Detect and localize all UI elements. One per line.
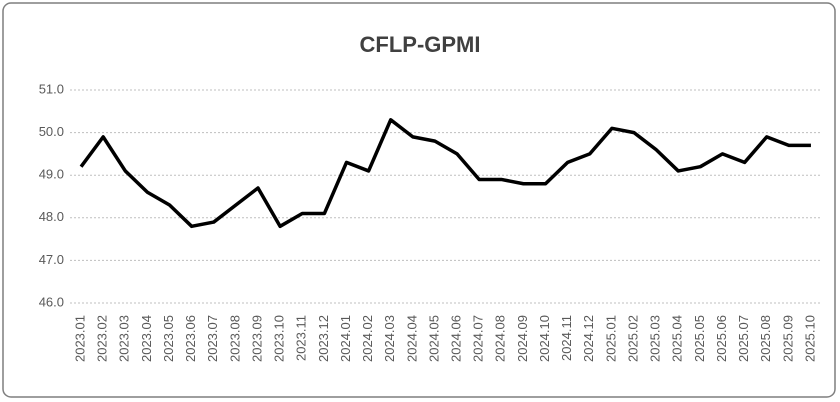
- x-tick-label: 2023.05: [161, 315, 176, 362]
- x-tick-label: 2023.09: [249, 315, 264, 362]
- x-tick-label: 2025.10: [802, 315, 817, 362]
- x-tick-label: 2024.02: [360, 315, 375, 362]
- x-tick-label: 2023.10: [272, 315, 287, 362]
- x-tick-label: 2025.02: [625, 315, 640, 362]
- y-tick-label: 47.0: [39, 252, 64, 267]
- y-tick-label: 49.0: [39, 167, 64, 182]
- x-tick-label: 2024.05: [426, 315, 441, 362]
- chart-border: [2, 2, 836, 398]
- x-tick-label: 2025.08: [758, 315, 773, 362]
- x-tick-label: 2023.12: [316, 315, 331, 362]
- x-tick-label: 2023.06: [183, 315, 198, 362]
- x-tick-label: 2024.06: [448, 315, 463, 362]
- x-tick-label: 2025.01: [603, 315, 618, 362]
- x-tick-label: 2024.03: [382, 315, 397, 362]
- x-tick-label: 2025.05: [692, 315, 707, 362]
- y-tick-label: 50.0: [39, 124, 64, 139]
- y-tick-label: 48.0: [39, 209, 64, 224]
- x-tick-label: 2023.01: [72, 315, 87, 362]
- x-tick-label: 2023.11: [294, 315, 309, 361]
- x-tick-label: 2024.01: [338, 315, 353, 362]
- y-tick-label: 46.0: [39, 294, 64, 309]
- x-tick-label: 2023.08: [227, 315, 242, 362]
- data-line: [79, 118, 811, 229]
- y-tick-label: 51.0: [39, 81, 64, 96]
- x-tick-label: 2025.06: [714, 315, 729, 362]
- x-tick-label: 2025.03: [648, 315, 663, 362]
- x-tick-label: 2025.09: [780, 315, 795, 362]
- x-tick-label: 2025.04: [670, 315, 685, 362]
- x-tick-label: 2024.09: [515, 315, 530, 362]
- x-tick-label: 2024.07: [471, 315, 486, 362]
- x-tick-label: 2023.07: [205, 315, 220, 362]
- x-tick-label: 2023.02: [95, 315, 110, 362]
- x-tick-label: 2023.04: [139, 315, 154, 362]
- x-tick-label: 2024.08: [493, 315, 508, 362]
- x-tick-label: 2024.11: [559, 315, 574, 361]
- x-tick-label: 2023.03: [117, 315, 132, 362]
- chart-title: CFLP-GPMI: [360, 32, 481, 57]
- x-tick-label: 2024.10: [537, 315, 552, 362]
- x-tick-label: 2024.12: [581, 315, 596, 362]
- x-tick-label: 2024.04: [404, 315, 419, 362]
- x-tick-label: 2025.07: [736, 315, 751, 362]
